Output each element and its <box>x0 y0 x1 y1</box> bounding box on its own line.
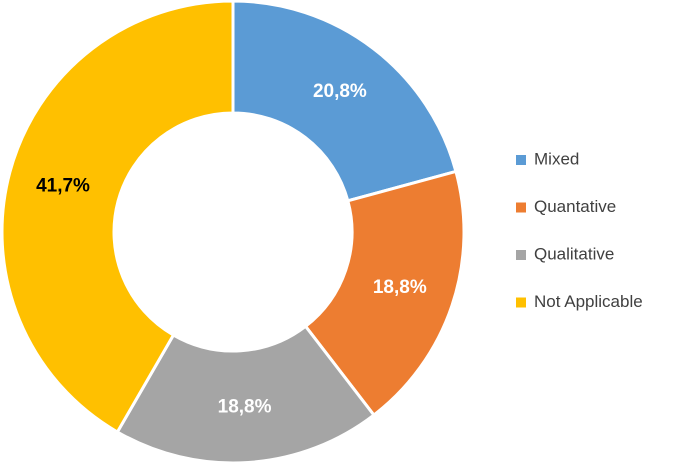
legend-swatch <box>516 297 526 308</box>
data-label: 41,7% <box>36 175 90 196</box>
legend-swatch <box>516 250 526 260</box>
legend-swatch <box>516 202 526 213</box>
donut-slice <box>231 0 458 203</box>
legend-label: Quantative <box>534 197 616 216</box>
data-label: 20,8% <box>313 81 367 102</box>
data-label: 18,8% <box>373 277 427 298</box>
legend-label: Qualitative <box>534 244 614 263</box>
donut-slice <box>303 169 466 418</box>
donut-slice <box>115 324 376 464</box>
legend-label: Not Applicable <box>534 292 643 311</box>
legend-swatch <box>516 155 526 165</box>
legend-label: Mixed <box>534 149 579 168</box>
donut-slice <box>0 0 235 435</box>
data-label: 18,8% <box>218 397 272 418</box>
